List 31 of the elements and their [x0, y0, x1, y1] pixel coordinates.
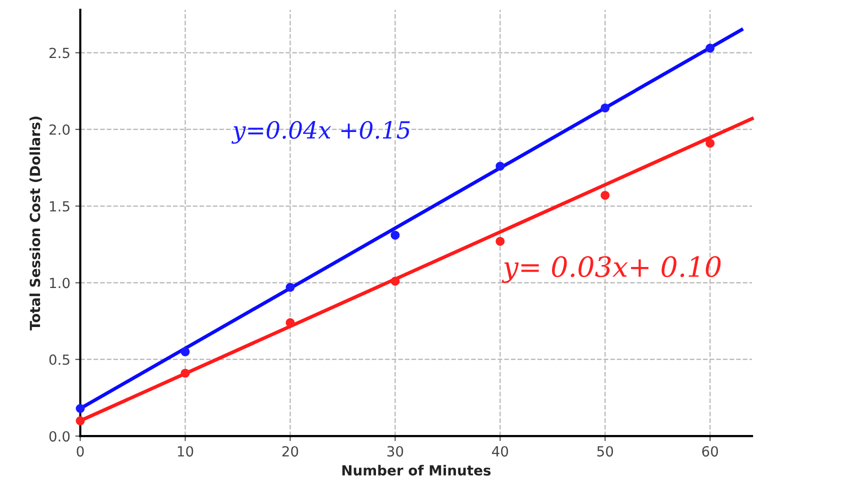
point	[286, 318, 295, 328]
point	[496, 236, 505, 246]
point	[76, 416, 85, 426]
y-tick-label: 2.5	[49, 48, 70, 58]
annotation: y= 0.03x+ 0.10	[502, 256, 721, 283]
point	[706, 44, 715, 53]
point	[496, 162, 505, 171]
x-tick-label: 10	[178, 446, 194, 457]
point	[390, 276, 400, 286]
x-tick-label: 20	[282, 446, 298, 457]
point	[600, 190, 610, 200]
point	[180, 347, 190, 356]
point	[600, 103, 610, 112]
x-tick-label: 40	[492, 446, 508, 457]
x-tick-label: 60	[702, 446, 718, 457]
point	[76, 404, 85, 413]
point	[180, 368, 190, 378]
y-tick-label: 0.5	[49, 354, 70, 365]
point	[706, 138, 715, 148]
x-tick-label: 30	[387, 446, 404, 457]
point	[286, 282, 295, 292]
annotation: y=0.04x +0.15	[231, 120, 410, 144]
x-tick-label: 0	[76, 446, 84, 457]
y-tick-label: 2.0	[49, 124, 70, 135]
y-tick-label: 0.0	[49, 431, 70, 442]
point	[390, 230, 400, 240]
y-tick-label: 1.0	[50, 278, 70, 288]
x-axis-title: Number of Minutes	[342, 464, 491, 476]
x-tick-label: 50	[597, 446, 614, 457]
y-tick-label: 1.5	[50, 201, 70, 212]
y-axis-title: Total Session Cost (Dollars)	[29, 116, 42, 330]
